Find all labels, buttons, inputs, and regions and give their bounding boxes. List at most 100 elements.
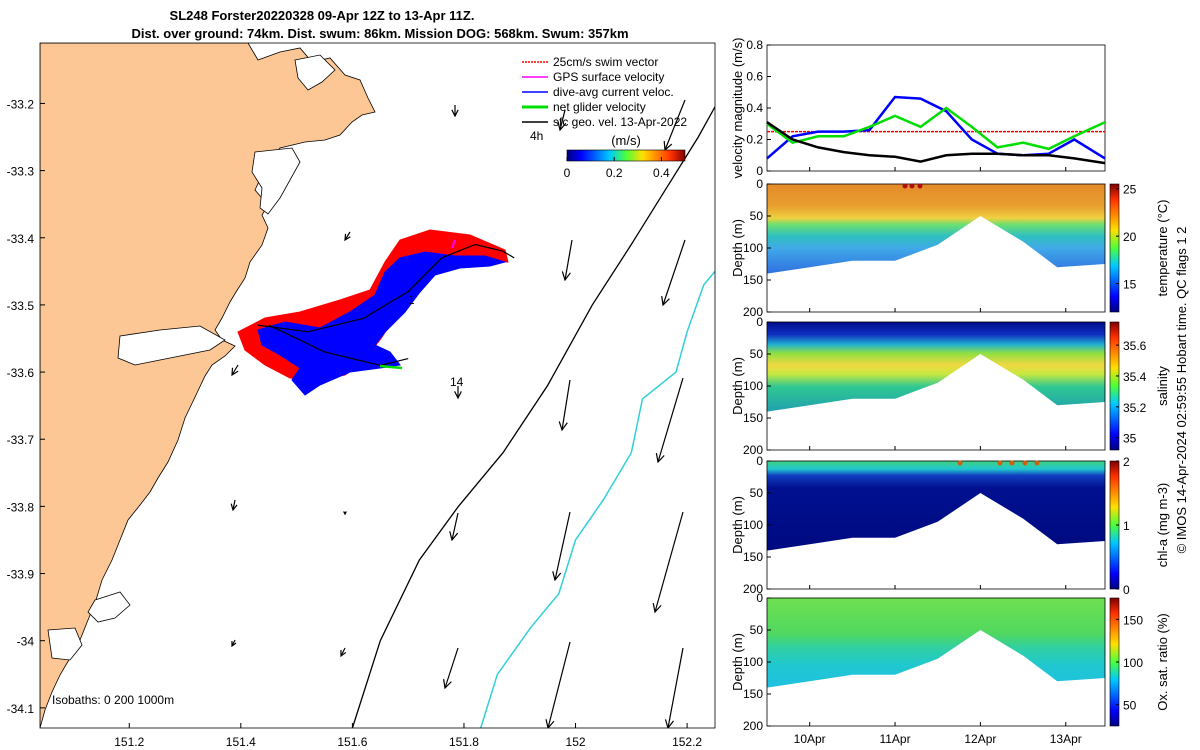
sfc-arrow-head bbox=[443, 679, 452, 690]
section-field bbox=[767, 322, 1105, 412]
colorbar-tick: 50 bbox=[1123, 699, 1137, 713]
map-y-tick-label: -33.6 bbox=[7, 366, 35, 380]
colorbar-label: Ox. sat. ratio (%) bbox=[1155, 613, 1170, 711]
section-chla: 0 50 100 150 200 Depth (m) 0 1 2 chl-a (mg m-3) bbox=[730, 454, 1170, 597]
map-frame bbox=[39, 42, 716, 729]
map-y-tick-label: -33.8 bbox=[7, 500, 35, 514]
profile-x-tick-label: 13Apr bbox=[1050, 732, 1082, 746]
colorbar-tick: 20 bbox=[1123, 230, 1137, 244]
depth-tick: 100 bbox=[743, 241, 763, 255]
section-colorbar bbox=[1109, 183, 1120, 313]
velocity-series-line bbox=[766, 121, 1106, 165]
section-oxygen: 0 50 100 150 200 Depth (m) 50 100 150 Ox. sat. ra… bbox=[730, 591, 1170, 733]
legend-net: net glider velocity bbox=[553, 100, 646, 114]
land-mass bbox=[40, 43, 376, 728]
annotation-4h: 4h bbox=[530, 129, 543, 143]
depth-tick: 150 bbox=[743, 273, 763, 287]
sfc-arrow-head bbox=[344, 233, 351, 242]
temp-hotspot bbox=[902, 183, 908, 189]
velocity-y-tick: 0.2 bbox=[746, 133, 763, 147]
section-field bbox=[767, 461, 1105, 551]
sfc-arrow-head bbox=[664, 719, 674, 728]
depth-tick: 0 bbox=[756, 454, 763, 468]
velocity-y-tick: 0.8 bbox=[746, 38, 763, 52]
sfc-arrow-head bbox=[545, 719, 555, 728]
depth-tick: 100 bbox=[743, 655, 763, 669]
section-field bbox=[767, 598, 1105, 688]
section-colorbar bbox=[1109, 321, 1120, 451]
legend-swim: 25cm/s swim vector bbox=[553, 55, 658, 69]
map-y-tick-label: -34.1 bbox=[7, 702, 35, 716]
depth-label: Depth (m) bbox=[730, 219, 745, 277]
depth-tick: 200 bbox=[743, 582, 763, 596]
sfc-arrow-head bbox=[558, 421, 568, 432]
glider-track-return bbox=[268, 324, 409, 367]
map-x-tick-label: 152.2 bbox=[672, 735, 702, 749]
depth-tick: 150 bbox=[743, 411, 763, 425]
map-y-tick-label: -33.5 bbox=[7, 299, 35, 313]
sfc-arrow bbox=[340, 647, 346, 657]
depth-tick: 200 bbox=[743, 305, 763, 319]
depth-tick: 100 bbox=[743, 518, 763, 532]
sfc-geo-vel-arrows bbox=[230, 99, 686, 728]
sfc-arrow-head bbox=[231, 640, 237, 648]
map-y-tick-label: -34 bbox=[17, 635, 35, 649]
depth-tick: 0 bbox=[756, 315, 763, 329]
sfc-arrow bbox=[654, 511, 684, 613]
annotation-1: 1 bbox=[408, 293, 415, 307]
map-colorbar-tick: 0.4 bbox=[653, 166, 670, 180]
botany-bay bbox=[87, 591, 131, 623]
map-y-tick-label: -33.2 bbox=[7, 97, 35, 111]
colorbar-tick: 0 bbox=[1123, 583, 1130, 597]
depth-tick: 150 bbox=[743, 687, 763, 701]
temp-hotspot bbox=[917, 183, 923, 189]
map-colorbar-label: (m/s) bbox=[611, 133, 641, 148]
colorbar-tick: 150 bbox=[1123, 613, 1143, 627]
map-y-ticks: -33.2 -33.3 -33.4 -33.5 -33.6 -33.7 -33.8 -33.9… bbox=[7, 97, 45, 716]
velocity-y-tick: 0 bbox=[756, 164, 763, 178]
gps-velocity-mark bbox=[451, 239, 456, 249]
colorbar-label: chl-a (mg m-3) bbox=[1155, 483, 1170, 568]
map-x-tick-label: 152 bbox=[566, 735, 586, 749]
map-y-tick-label: -33.7 bbox=[7, 433, 35, 447]
map-x-tick-label: 151.8 bbox=[449, 735, 479, 749]
depth-tick: 100 bbox=[743, 379, 763, 393]
legend-current: dive-avg current veloc. bbox=[553, 85, 674, 99]
sfc-arrow-head bbox=[561, 271, 571, 282]
isobath-1000m bbox=[479, 270, 715, 728]
map-y-tick-label: -33.9 bbox=[7, 568, 35, 582]
colorbar-tick: 100 bbox=[1123, 656, 1143, 670]
sfc-arrow-head bbox=[655, 453, 665, 464]
sfc-arrow bbox=[657, 377, 684, 463]
sfc-arrow-head bbox=[343, 511, 347, 516]
dive-avg-current-swath bbox=[257, 251, 507, 396]
sfc-arrow bbox=[344, 231, 351, 241]
sfc-arrow bbox=[547, 641, 571, 728]
colorbar-tick: 1 bbox=[1123, 519, 1130, 533]
chart-subtitle: Dist. over ground: 74km. Dist. swum: 86k… bbox=[131, 26, 628, 41]
southern-inlet bbox=[47, 627, 83, 661]
colorbar-tick: 2 bbox=[1123, 455, 1130, 469]
depth-tick: 200 bbox=[743, 443, 763, 457]
map-x-tick-label: 151.2 bbox=[114, 735, 144, 749]
net-velocity-mark bbox=[379, 364, 403, 370]
colorbar-tick: 25 bbox=[1123, 183, 1137, 197]
depth-tick: 50 bbox=[750, 347, 764, 361]
lake-macquarie bbox=[251, 147, 301, 215]
chla-hotspot bbox=[1022, 460, 1028, 466]
velocity-panel: 0 0.2 0.4 0.6 0.8 velocity magnitude (m/s) bbox=[730, 38, 1106, 178]
sfc-arrow-head bbox=[230, 503, 238, 512]
sfc-arrow-head bbox=[661, 296, 670, 307]
sfc-arrow bbox=[451, 512, 459, 541]
depth-tick: 50 bbox=[750, 486, 764, 500]
legend-sfc: sfc geo. vel. 13-Apr-2022 bbox=[553, 115, 687, 129]
footer-credit: © IMOS 14-Apr-2024 02:59:55 Hobart time.… bbox=[1174, 227, 1189, 554]
map-colorbar: (m/s) 0 0.2 0.4 bbox=[564, 133, 686, 180]
profile-x-tick-label: 11Apr bbox=[879, 732, 910, 746]
depth-tick: 50 bbox=[750, 623, 764, 637]
depth-tick: 0 bbox=[756, 591, 763, 605]
sfc-arrow-head bbox=[340, 649, 347, 658]
velocity-axes bbox=[766, 44, 1106, 172]
